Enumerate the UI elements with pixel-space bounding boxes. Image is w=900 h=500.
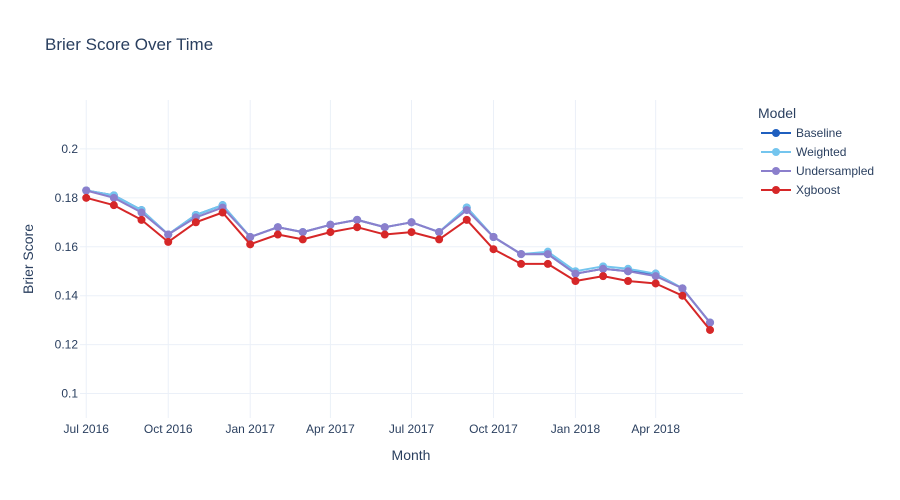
data-point-xgboost xyxy=(624,277,633,286)
data-point-xgboost xyxy=(82,193,91,202)
data-point-xgboost xyxy=(380,230,389,239)
data-point-undersampled xyxy=(678,284,687,293)
series-xgboost xyxy=(82,193,715,334)
legend-marker xyxy=(772,129,780,137)
data-point-undersampled xyxy=(435,228,444,237)
data-point-undersampled xyxy=(489,232,498,241)
data-point-xgboost xyxy=(435,235,444,244)
legend-label: Xgboost xyxy=(796,183,841,197)
data-point-xgboost xyxy=(298,235,307,244)
data-point-xgboost xyxy=(543,259,552,268)
data-point-undersampled xyxy=(599,264,608,273)
data-point-undersampled xyxy=(353,215,362,224)
data-point-xgboost xyxy=(462,215,471,224)
x-tick-label: Oct 2017 xyxy=(469,422,518,436)
series-line-undersampled xyxy=(85,189,711,324)
series-line-weighted xyxy=(86,189,711,324)
data-point-xgboost xyxy=(109,201,118,210)
data-point-xgboost xyxy=(489,245,498,254)
x-tick-label: Jul 2016 xyxy=(64,422,110,436)
data-point-undersampled xyxy=(109,193,118,202)
data-point-xgboost xyxy=(571,277,580,286)
legend-item-undersampled[interactable]: Undersampled xyxy=(761,164,874,178)
series-baseline xyxy=(82,186,715,327)
data-point-xgboost xyxy=(651,279,660,288)
data-point-undersampled xyxy=(624,267,633,276)
data-point-xgboost xyxy=(517,259,526,268)
data-point-undersampled xyxy=(517,250,526,259)
data-point-xgboost xyxy=(407,228,416,237)
y-tick-label: 0.18 xyxy=(55,191,79,205)
legend-label: Undersampled xyxy=(796,164,874,178)
x-gridlines xyxy=(85,100,657,418)
series-line-xgboost xyxy=(85,196,711,331)
data-point-undersampled xyxy=(571,269,580,278)
legend-item-baseline[interactable]: Baseline xyxy=(761,126,842,140)
data-point-undersampled xyxy=(273,223,282,232)
data-point-undersampled xyxy=(407,218,416,227)
x-axis-title: Month xyxy=(392,447,431,463)
legend-item-xgboost[interactable]: Xgboost xyxy=(761,183,841,197)
y-tick-label: 0.16 xyxy=(55,240,79,254)
data-point-undersampled xyxy=(651,272,660,281)
y-tick-label: 0.14 xyxy=(55,289,79,303)
legend-item-weighted[interactable]: Weighted xyxy=(761,145,846,159)
x-tick-label: Jan 2018 xyxy=(551,422,601,436)
legend: Model Baseline Weighted Undersampled Xgboos… xyxy=(758,105,874,197)
legend-marker xyxy=(772,167,780,175)
data-point-undersampled xyxy=(543,250,552,259)
data-point-xgboost xyxy=(218,208,227,217)
data-point-undersampled xyxy=(462,206,471,215)
data-point-undersampled xyxy=(164,230,173,239)
x-tick-label: Apr 2017 xyxy=(306,422,355,436)
data-point-undersampled xyxy=(82,186,91,195)
legend-title: Model xyxy=(758,105,796,121)
legend-label: Weighted xyxy=(796,145,846,159)
x-tick-label: Apr 2018 xyxy=(631,422,680,436)
y-axis-title: Brier Score xyxy=(20,224,36,294)
series-layer xyxy=(82,186,715,334)
data-point-undersampled xyxy=(298,228,307,237)
data-point-xgboost xyxy=(599,272,608,281)
data-point-undersampled xyxy=(326,220,335,229)
series-weighted xyxy=(82,186,715,327)
data-point-xgboost xyxy=(164,237,173,246)
x-tick-label: Jul 2017 xyxy=(389,422,435,436)
legend-label: Baseline xyxy=(796,126,842,140)
data-point-undersampled xyxy=(137,208,146,217)
x-tick-label: Oct 2016 xyxy=(144,422,193,436)
data-point-undersampled xyxy=(380,223,389,232)
series-line-baseline xyxy=(86,189,711,324)
data-point-xgboost xyxy=(191,218,200,227)
y-axis-ticks: 0.1 0.12 0.14 0.16 0.18 0.2 xyxy=(55,142,79,401)
y-tick-label: 0.2 xyxy=(61,142,78,156)
legend-marker xyxy=(772,148,780,156)
series-undersampled xyxy=(82,186,715,327)
data-point-xgboost xyxy=(137,215,146,224)
data-point-xgboost xyxy=(353,223,362,232)
data-point-xgboost xyxy=(326,228,335,237)
data-point-undersampled xyxy=(706,318,715,327)
x-axis-ticks: Jul 2016 Oct 2016 Jan 2017 Apr 2017 Jul 2017… xyxy=(64,422,681,436)
y-tick-label: 0.1 xyxy=(61,387,78,401)
data-point-xgboost xyxy=(678,291,687,300)
data-point-xgboost xyxy=(706,325,715,334)
data-point-xgboost xyxy=(246,240,255,249)
legend-marker xyxy=(772,186,780,194)
data-point-undersampled xyxy=(246,232,255,241)
data-point-xgboost xyxy=(273,230,282,239)
y-tick-label: 0.12 xyxy=(55,338,79,352)
x-tick-label: Jan 2017 xyxy=(226,422,276,436)
chart-title: Brier Score Over Time xyxy=(45,35,213,54)
